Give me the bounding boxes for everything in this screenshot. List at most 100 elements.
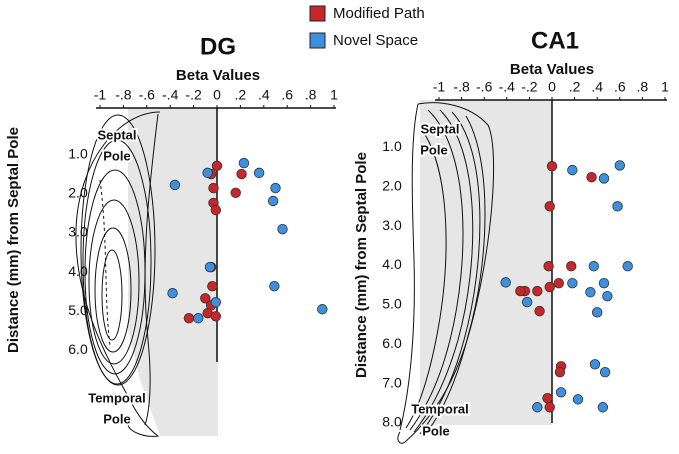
point bbox=[553, 277, 564, 289]
point bbox=[542, 392, 553, 404]
y-tick-label: 1.0 bbox=[68, 146, 88, 162]
point bbox=[612, 201, 623, 212]
point bbox=[269, 280, 280, 292]
dg-contours bbox=[80, 114, 156, 386]
point bbox=[597, 402, 609, 413]
shaded-region bbox=[128, 108, 218, 436]
chart-title: CA1 bbox=[531, 27, 579, 54]
x-tick-label: .2 bbox=[235, 87, 247, 103]
point bbox=[589, 359, 601, 370]
point bbox=[317, 304, 328, 315]
point bbox=[208, 182, 219, 194]
y-tick-label: 2.0 bbox=[382, 177, 402, 193]
point bbox=[534, 305, 545, 317]
y-tick-label: 6.0 bbox=[68, 341, 88, 357]
x-tick-label: -.6 bbox=[476, 79, 493, 95]
point bbox=[210, 204, 222, 216]
dg-outline bbox=[144, 113, 159, 426]
x-tick-label: .8 bbox=[305, 87, 317, 103]
y-tick-label: 3.0 bbox=[68, 224, 88, 240]
point bbox=[546, 160, 558, 172]
point bbox=[554, 366, 566, 378]
point bbox=[567, 164, 578, 176]
y-axis-label: Distance (mm) from Septal Pole bbox=[5, 127, 22, 353]
point bbox=[532, 402, 543, 413]
point bbox=[204, 261, 216, 273]
y-tick-label: 3.0 bbox=[382, 217, 402, 233]
point bbox=[169, 179, 181, 191]
point bbox=[543, 261, 554, 272]
y-tick-label: 6.0 bbox=[382, 335, 402, 351]
point bbox=[586, 172, 597, 183]
septal-label: Pole bbox=[103, 148, 130, 163]
point bbox=[532, 285, 543, 297]
x-tick-label: -.2 bbox=[521, 79, 538, 95]
point bbox=[277, 223, 288, 235]
y-tick-label: 4.0 bbox=[382, 256, 402, 272]
x-tick-label: 0 bbox=[548, 79, 556, 95]
x-axis-label: Beta Values bbox=[176, 67, 260, 84]
x-tick-label: -.6 bbox=[139, 87, 156, 103]
x-tick-label: -.4 bbox=[162, 87, 179, 103]
point bbox=[270, 182, 281, 194]
y-tick-label: 5.0 bbox=[68, 302, 88, 318]
point bbox=[544, 201, 555, 212]
point bbox=[210, 297, 222, 308]
temporal-label: Temporal bbox=[88, 390, 146, 405]
point bbox=[585, 287, 596, 298]
point bbox=[544, 402, 555, 413]
x-tick-label: .4 bbox=[591, 79, 603, 95]
point bbox=[183, 313, 195, 324]
point bbox=[515, 285, 526, 297]
ca1-outline bbox=[399, 103, 419, 431]
y-tick-label: 1.0 bbox=[382, 138, 402, 154]
x-axis-label: Beta Values bbox=[510, 61, 594, 78]
point bbox=[588, 261, 600, 272]
x-tick-label: .8 bbox=[637, 79, 649, 95]
point bbox=[253, 167, 265, 179]
point bbox=[211, 160, 223, 172]
point bbox=[602, 290, 613, 302]
shaded-region bbox=[420, 100, 552, 425]
point bbox=[238, 157, 250, 169]
septal-label: Septal bbox=[97, 127, 136, 142]
temporal-label: Pole bbox=[103, 411, 130, 426]
chart-title: DG bbox=[200, 33, 236, 60]
point bbox=[500, 277, 511, 288]
legend-swatch bbox=[309, 32, 326, 49]
legend-swatch bbox=[309, 5, 326, 22]
temporal-label: Temporal bbox=[411, 401, 469, 416]
y-tick-label: 2.0 bbox=[68, 185, 88, 201]
point bbox=[167, 288, 178, 299]
point bbox=[555, 387, 567, 398]
x-tick-label: -.2 bbox=[185, 87, 202, 103]
point bbox=[598, 173, 610, 184]
point bbox=[207, 280, 218, 292]
x-tick-label: -1 bbox=[94, 87, 107, 103]
point bbox=[230, 187, 241, 198]
x-tick-label: .4 bbox=[258, 87, 270, 103]
point bbox=[572, 394, 584, 405]
x-tick-label: .2 bbox=[569, 79, 581, 95]
x-tick-label: 0 bbox=[213, 87, 221, 103]
point bbox=[200, 293, 211, 304]
ca1-contours bbox=[405, 109, 486, 437]
y-tick-label: 7.0 bbox=[382, 374, 402, 390]
septal-label: Pole bbox=[420, 142, 447, 157]
point bbox=[567, 277, 578, 289]
x-tick-label: .6 bbox=[281, 87, 293, 103]
point bbox=[598, 277, 610, 289]
x-tick-label: -.8 bbox=[115, 87, 132, 103]
y-tick-label: 5.0 bbox=[382, 296, 402, 312]
dg-outline bbox=[75, 111, 161, 437]
y-axis-label: Distance (mm) from Septal Pole bbox=[353, 152, 370, 378]
x-tick-label: -1 bbox=[433, 79, 446, 95]
x-tick-label: 1 bbox=[661, 79, 669, 95]
point bbox=[592, 307, 603, 318]
y-tick-label: 4.0 bbox=[68, 263, 88, 279]
point bbox=[202, 167, 213, 179]
x-tick-label: -.4 bbox=[499, 79, 516, 95]
point bbox=[236, 168, 247, 180]
point bbox=[566, 261, 577, 272]
point bbox=[544, 281, 555, 293]
